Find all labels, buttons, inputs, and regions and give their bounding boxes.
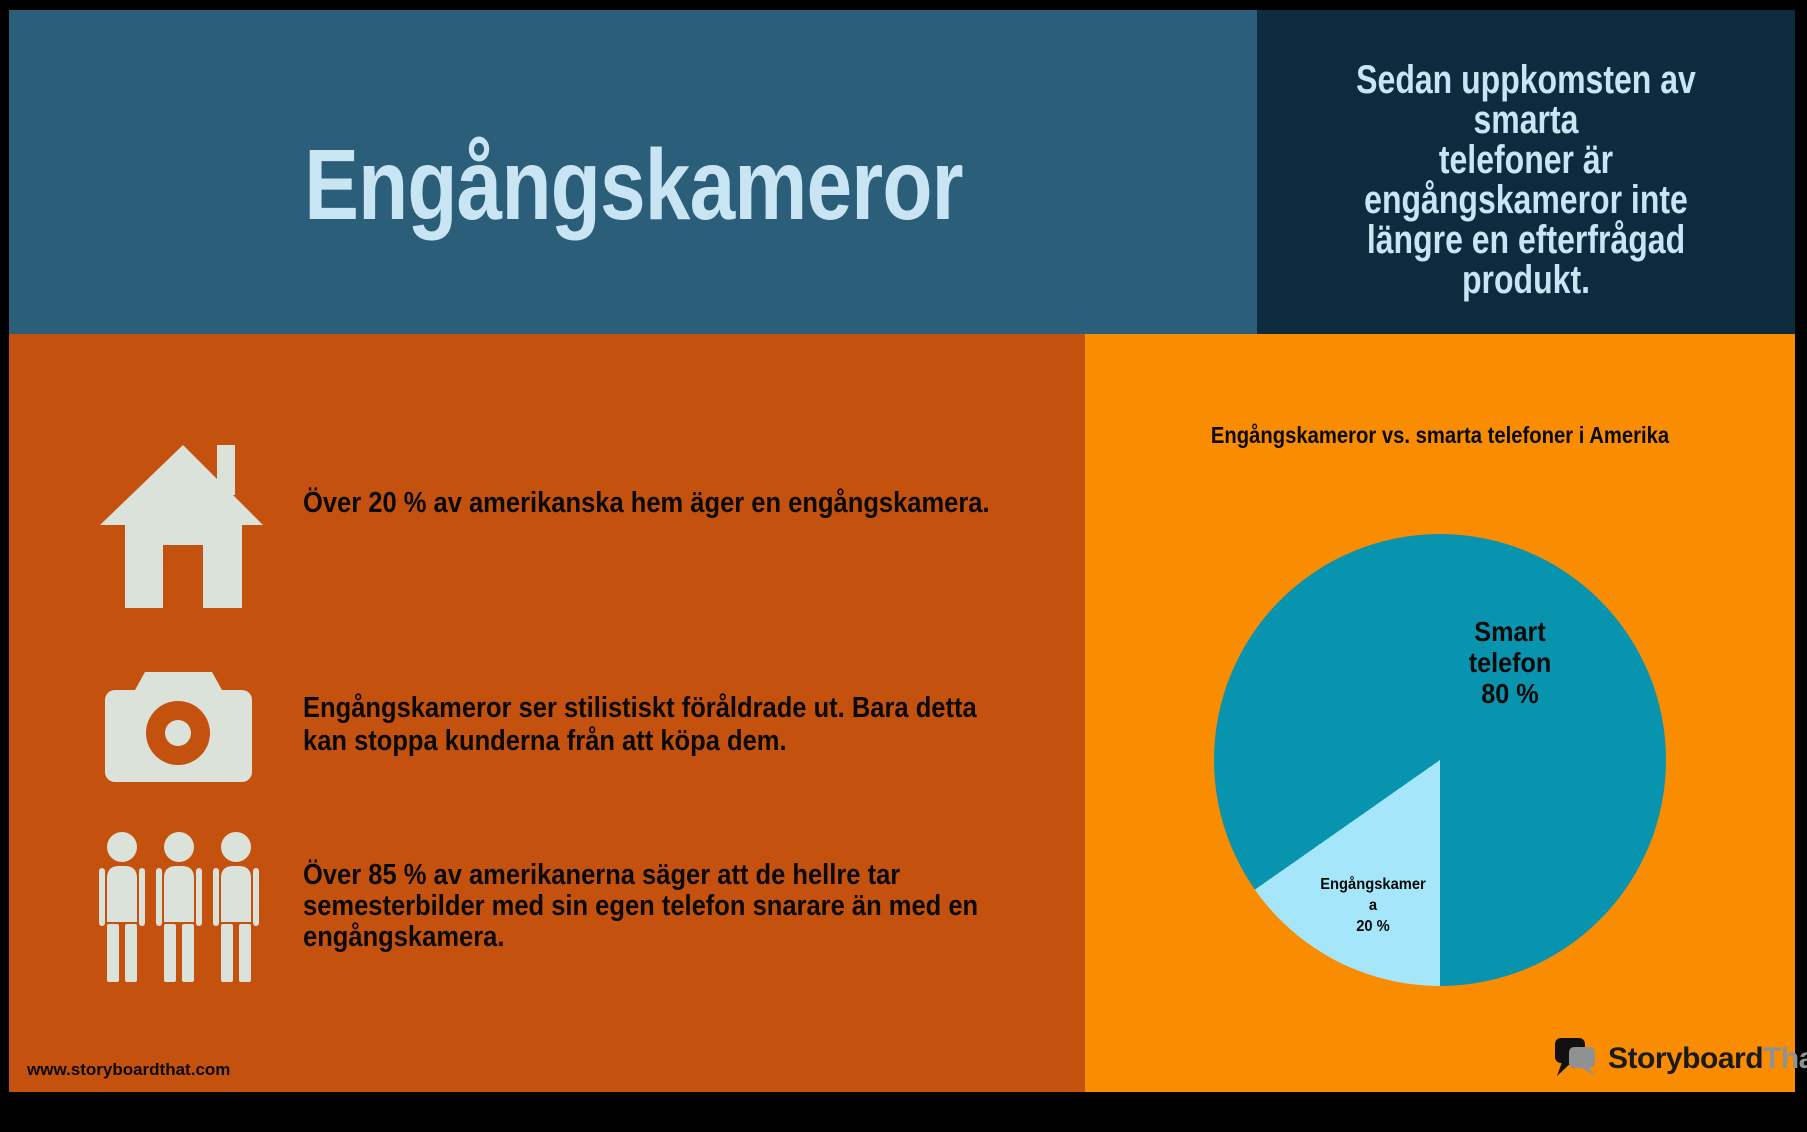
page-title: Engångskameror — [303, 128, 963, 241]
storyboardthat-logo: StoryboardThat — [1555, 1038, 1807, 1080]
logo-text-secondary: That — [1763, 1042, 1807, 1075]
speech-bubbles-icon — [1555, 1038, 1595, 1076]
pie — [1214, 534, 1666, 986]
chart-title: Engångskameror vs. smarta telefoner i Am… — [1210, 422, 1670, 448]
fact-text-people: Över 85 % av amerikanerna säger att de h… — [303, 859, 979, 953]
logo-text: StoryboardThat — [1608, 1042, 1807, 1076]
house-icon — [100, 445, 263, 608]
chart-panel: Engångskameror vs. smarta telefoner i Am… — [1085, 334, 1807, 1092]
site-url: www.storyboardthat.com — [27, 1060, 231, 1079]
title-panel: Engångskameror — [9, 10, 1257, 334]
claim-panel: Sedan uppkomsten av smarta telefoner är … — [1257, 10, 1795, 334]
camera-icon — [105, 672, 252, 782]
claim-text: Sedan uppkomsten av smarta telefoner är … — [1356, 58, 1696, 302]
people-icon — [99, 832, 259, 982]
pie-label-disposable: Engångskamer a 20 % — [1320, 876, 1426, 935]
logo-text-primary: Storyboard — [1608, 1042, 1764, 1075]
fact-text-house: Över 20 % av amerikanska hem äger en eng… — [303, 487, 990, 519]
pie-label-smartphone: Smart telefon 80 % — [1468, 616, 1552, 709]
fact-text-camera: Engångskameror ser stilistiskt föråldrad… — [303, 692, 977, 757]
facts-panel: Över 20 % av amerikanska hem äger en eng… — [9, 334, 1085, 1092]
